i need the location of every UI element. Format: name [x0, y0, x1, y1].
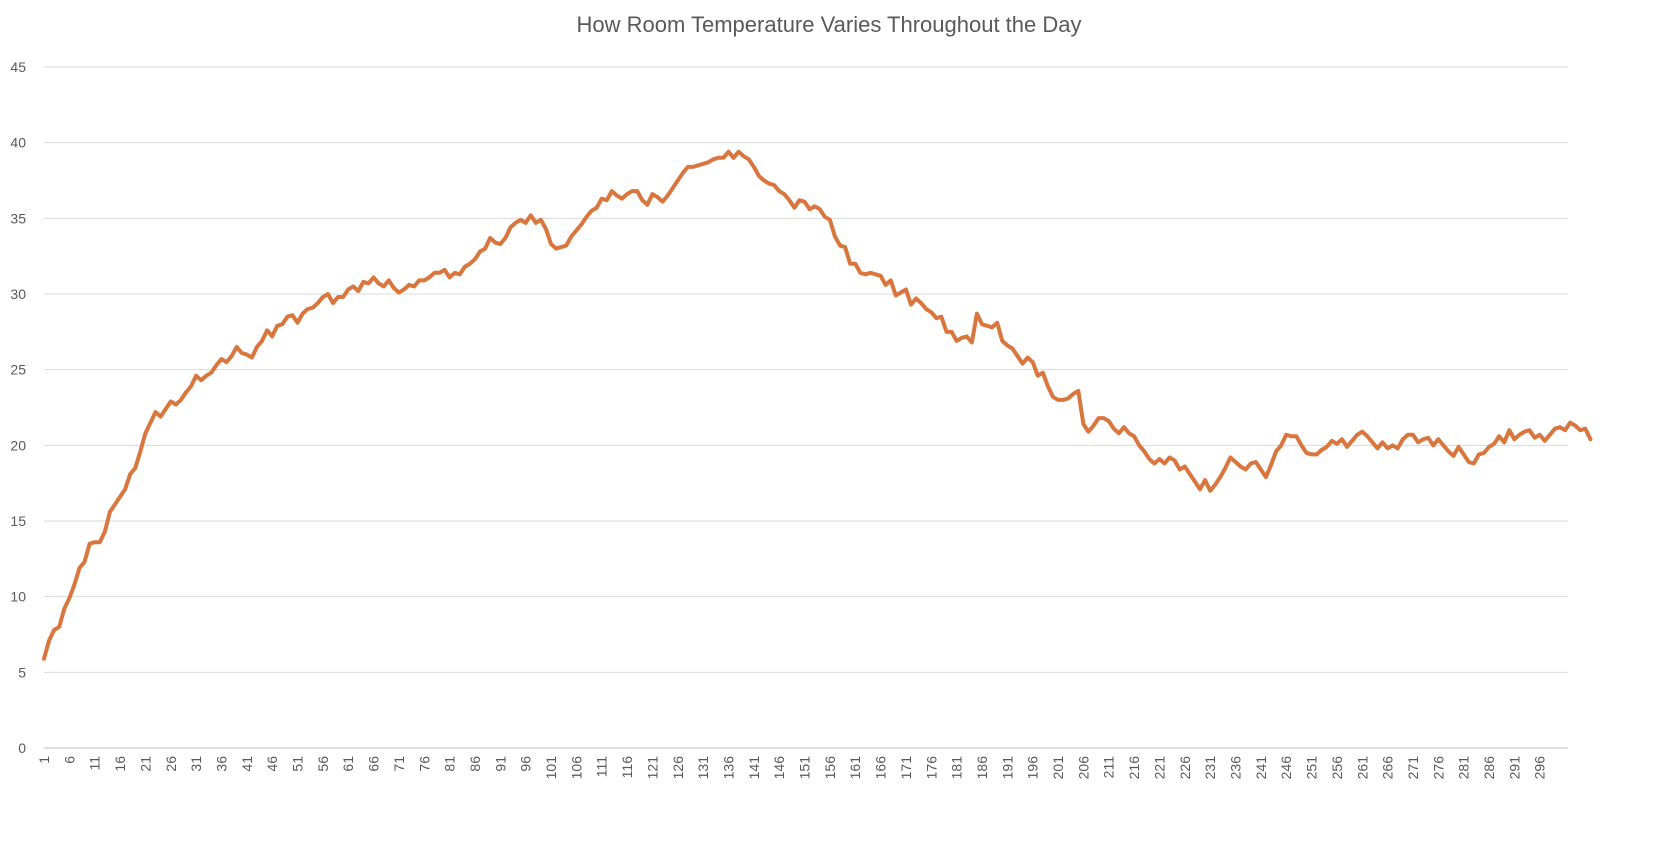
x-tick-label: 81: [442, 756, 458, 772]
x-tick-label: 51: [290, 756, 306, 772]
x-tick-label: 236: [1228, 756, 1244, 780]
y-tick-label: 35: [10, 210, 26, 226]
x-tick-label: 196: [1025, 756, 1041, 780]
x-tick-label: 176: [923, 756, 939, 780]
y-tick-label: 40: [10, 135, 26, 151]
x-tick-label: 246: [1278, 756, 1294, 780]
x-tick-label: 261: [1354, 756, 1370, 780]
x-tick-label: 171: [898, 756, 914, 780]
x-tick-label: 276: [1430, 756, 1446, 780]
x-tick-label: 41: [239, 756, 255, 772]
series-group: [42, 149, 1593, 661]
y-tick-label: 0: [18, 740, 26, 756]
x-tick-label: 116: [619, 756, 635, 779]
x-tick-label: 146: [771, 756, 787, 780]
y-tick-label: 25: [10, 362, 26, 378]
x-tick-label: 91: [492, 756, 508, 772]
x-tick-label: 191: [999, 756, 1015, 780]
x-tick-label: 11: [87, 756, 103, 771]
x-tick-label: 286: [1481, 756, 1497, 780]
x-tick-label: 16: [112, 756, 128, 772]
x-tick-label: 151: [797, 756, 813, 780]
y-tick-label: 5: [18, 664, 26, 680]
x-tick-label: 156: [822, 756, 838, 780]
x-tick-label: 251: [1304, 756, 1320, 780]
x-tick-label: 161: [847, 756, 863, 780]
x-tick-label: 46: [264, 756, 280, 772]
x-tick-label: 66: [366, 756, 382, 772]
y-tick-label: 30: [10, 286, 26, 302]
x-tick-label: 31: [188, 756, 204, 772]
x-tick-label: 241: [1253, 756, 1269, 780]
x-axis-tick-labels: 1 6 11 16 21 26 31 36 41 46 51 56 61 66 71 76 81 86 91 96 10…: [36, 756, 1548, 780]
x-tick-label: 136: [720, 756, 736, 780]
y-tick-label: 15: [10, 513, 26, 529]
x-tick-label: 221: [1151, 756, 1167, 780]
y-tick-label: 20: [10, 437, 26, 453]
x-tick-label: 106: [568, 756, 584, 780]
x-tick-label: 226: [1177, 756, 1193, 780]
chart-title: How Room Temperature Varies Throughout t…: [576, 12, 1082, 37]
x-tick-label: 291: [1506, 756, 1522, 780]
y-tick-label: 10: [10, 589, 26, 605]
x-tick-label: 166: [873, 756, 889, 780]
x-tick-label: 56: [315, 756, 331, 772]
x-tick-label: 211: [1101, 756, 1117, 779]
x-tick-label: 206: [1075, 756, 1091, 780]
x-tick-label: 76: [416, 756, 432, 772]
x-tick-label: 1: [36, 756, 52, 764]
temperature-series-line: [42, 149, 1593, 661]
x-tick-label: 256: [1329, 756, 1345, 780]
x-tick-label: 86: [467, 756, 483, 772]
x-tick-label: 36: [213, 756, 229, 772]
x-tick-label: 231: [1202, 756, 1218, 780]
x-tick-label: 266: [1380, 756, 1396, 780]
x-tick-label: 281: [1456, 756, 1472, 780]
x-tick-label: 26: [163, 756, 179, 772]
x-tick-label: 21: [137, 756, 153, 772]
x-tick-label: 96: [518, 756, 534, 772]
x-tick-label: 216: [1126, 756, 1142, 780]
x-tick-label: 186: [974, 756, 990, 780]
x-tick-label: 271: [1405, 756, 1421, 780]
x-tick-label: 141: [746, 756, 762, 780]
x-tick-label: 201: [1050, 756, 1066, 780]
x-tick-label: 111: [594, 756, 610, 777]
x-tick-label: 101: [543, 756, 559, 780]
y-tick-label: 45: [10, 59, 26, 75]
x-tick-label: 6: [61, 756, 77, 764]
gridlines: [44, 66, 1568, 749]
x-tick-label: 121: [644, 756, 660, 780]
x-tick-label: 61: [340, 756, 356, 772]
x-tick-label: 296: [1532, 756, 1548, 780]
x-tick-label: 126: [670, 756, 686, 780]
y-axis-tick-labels: 0 5 10 15 20 25 30 35 40 45: [10, 59, 26, 756]
x-tick-label: 71: [391, 756, 407, 772]
x-tick-label: 181: [949, 756, 965, 780]
x-tick-label: 131: [695, 756, 711, 780]
